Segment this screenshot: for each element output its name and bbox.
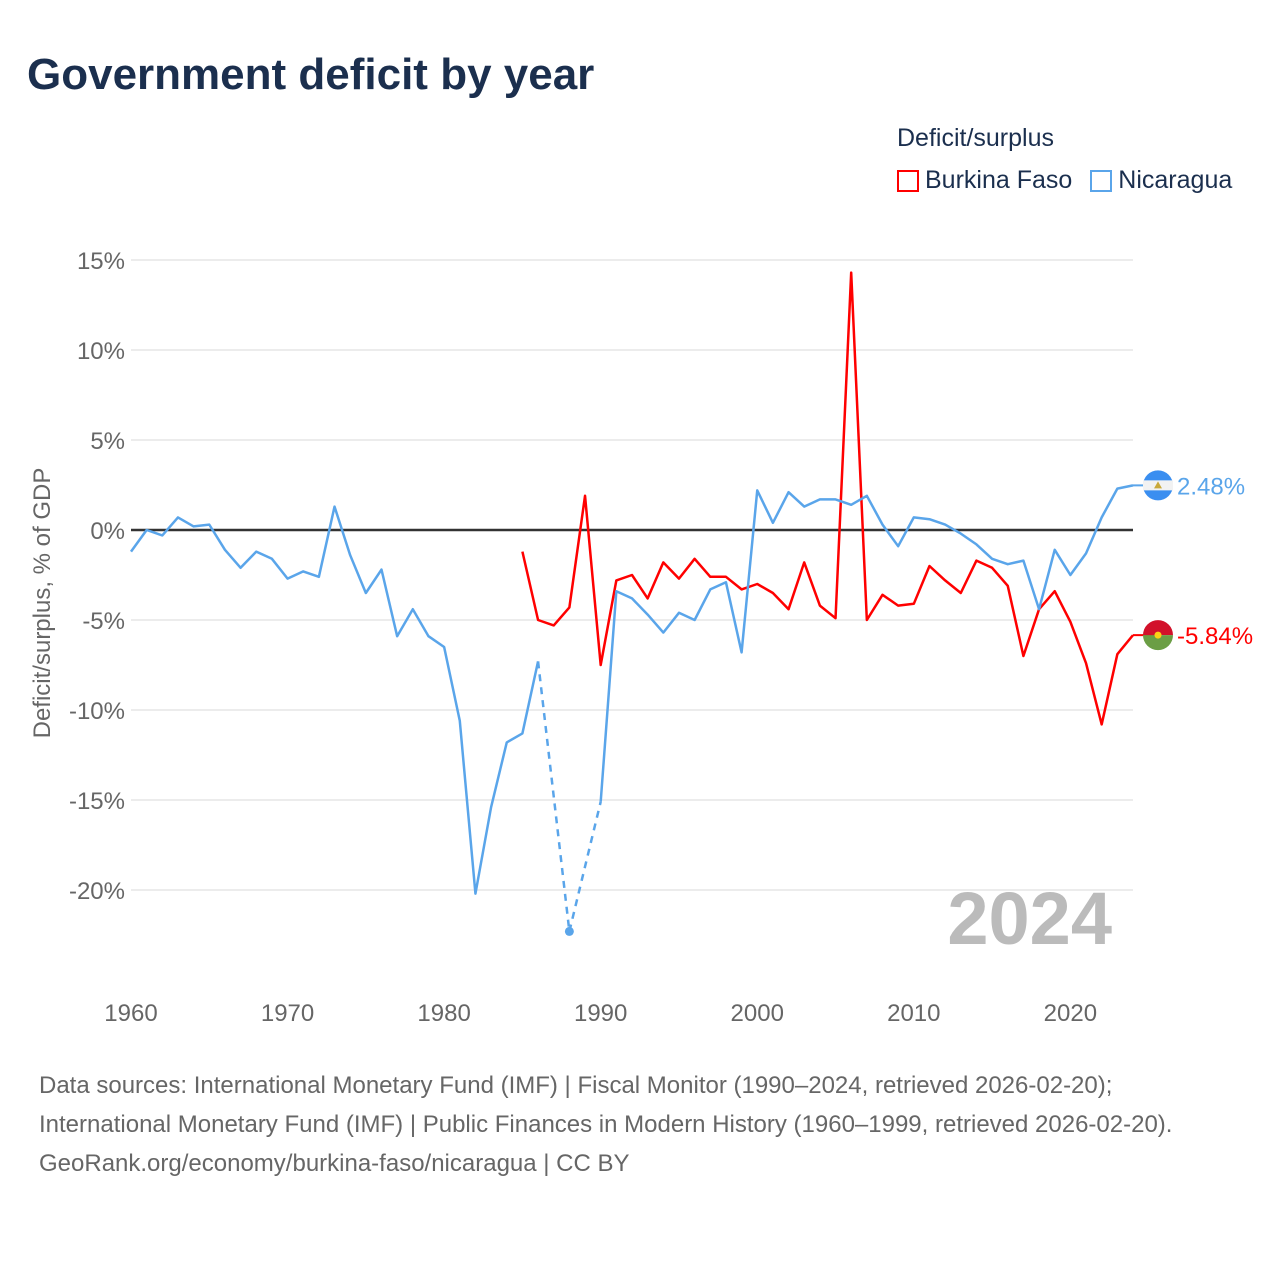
y-tick-label: 0% (90, 518, 125, 545)
legend-item-burkina-faso[interactable]: Burkina Faso (897, 166, 1072, 195)
y-tick-label: 15% (77, 248, 125, 275)
burkina-faso-flag-icon (1143, 635, 1173, 651)
legend-swatch (1090, 169, 1113, 192)
legend: Burkina Faso Nicaragua (897, 166, 1232, 195)
x-tick-label: 2000 (731, 1000, 784, 1027)
legend-item-nicaragua[interactable]: Nicaragua (1090, 166, 1232, 195)
y-tick-label: -10% (69, 698, 125, 725)
series-line-burkina-faso (521, 271, 1134, 726)
end-value-label-nicaragua: 2.48% (1177, 473, 1245, 500)
x-tick-label: 1980 (417, 1000, 470, 1027)
legend-swatch (897, 169, 919, 192)
series-line-nicaragua (599, 484, 1134, 802)
legend-label: Nicaragua (1118, 166, 1233, 194)
y-tick-label: 10% (77, 338, 125, 365)
star-icon (1154, 631, 1162, 639)
y-tick-label: -5% (82, 608, 125, 635)
gap-line-nicaragua (536, 661, 571, 932)
x-tick-label: 2010 (887, 1000, 940, 1027)
x-tick-label: 1960 (104, 1000, 157, 1027)
x-tick-label: 1990 (574, 1000, 627, 1027)
x-tick-label: 2020 (1044, 1000, 1097, 1027)
y-tick-label: 5% (90, 428, 125, 455)
x-tick-label: 1970 (261, 1000, 314, 1027)
footer: Data sources: International Monetary Fun… (39, 1066, 1239, 1183)
end-value-label-burkina-faso: -5.84% (1177, 623, 1253, 650)
y-axis-label: Deficit/surplus, % of GDP (29, 468, 56, 739)
y-tick-label: -15% (69, 788, 125, 815)
legend-title: Deficit/surplus (897, 124, 1054, 152)
credit-link[interactable]: GeoRank.org/economy/burkina-faso/nicarag… (39, 1150, 630, 1177)
y-tick-label: -20% (69, 878, 125, 905)
legend-label: Burkina Faso (925, 166, 1073, 194)
data-sources: Data sources: International Monetary Fun… (39, 1072, 1173, 1138)
chart-title: Government deficit by year (27, 50, 595, 99)
year-watermark: 2024 (947, 877, 1112, 960)
gap-line-nicaragua (568, 801, 602, 932)
emblem-icon (1154, 481, 1162, 489)
series-line-nicaragua (129, 505, 540, 895)
burkina-faso-flag-icon (1143, 620, 1173, 636)
